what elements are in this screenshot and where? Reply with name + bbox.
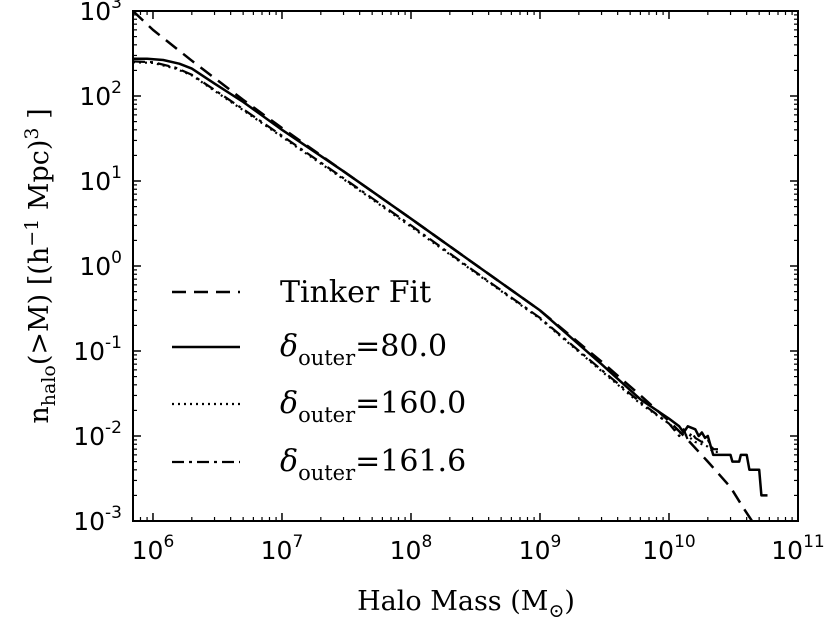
y-tick-label: 100: [79, 248, 122, 281]
series-line-3: [133, 60, 718, 451]
y-tick-label: 103: [79, 0, 122, 26]
plot-frame: [132, 10, 799, 522]
ticks-layer: 106 107 108 109 1010 1011 10-3 10-2 10-1 100 101 10…: [73, 0, 824, 565]
legend: Tinker Fit δouter=80.0 δouter=160.0 δout…: [172, 275, 466, 485]
x-tick-label: 1010: [642, 532, 695, 565]
series-layer: [133, 11, 768, 521]
x-tick-label: 106: [132, 532, 175, 565]
legend-label-160: δouter=160.0: [280, 386, 466, 427]
x-tick-label: 107: [261, 532, 304, 565]
legend-label-161: δouter=161.6: [280, 444, 466, 485]
y-tick-label: 10-3: [73, 503, 122, 536]
y-tick-label: 10-2: [73, 418, 122, 451]
x-tick-label: 109: [519, 532, 562, 565]
legend-label-80: δouter=80.0: [280, 329, 447, 370]
legend-label-tinker: Tinker Fit: [280, 275, 431, 310]
series-line-0: [133, 11, 754, 521]
y-tick-label: 101: [79, 163, 122, 196]
y-tick-label: 10-1: [73, 333, 122, 366]
x-tick-label: 108: [390, 532, 433, 565]
svg-text:nhalo(>M) [(h−1 Mpc)3 ]: nhalo(>M) [(h−1 Mpc)3 ]: [21, 108, 60, 423]
y-tick-label: 102: [79, 78, 122, 111]
x-axis-title: Halo Mass (M⊙): [357, 586, 575, 622]
y-axis-title: nhalo(>M) [(h−1 Mpc)3 ]: [21, 108, 60, 423]
x-tick-label: 1011: [771, 532, 824, 565]
series-line-1: [133, 57, 768, 497]
